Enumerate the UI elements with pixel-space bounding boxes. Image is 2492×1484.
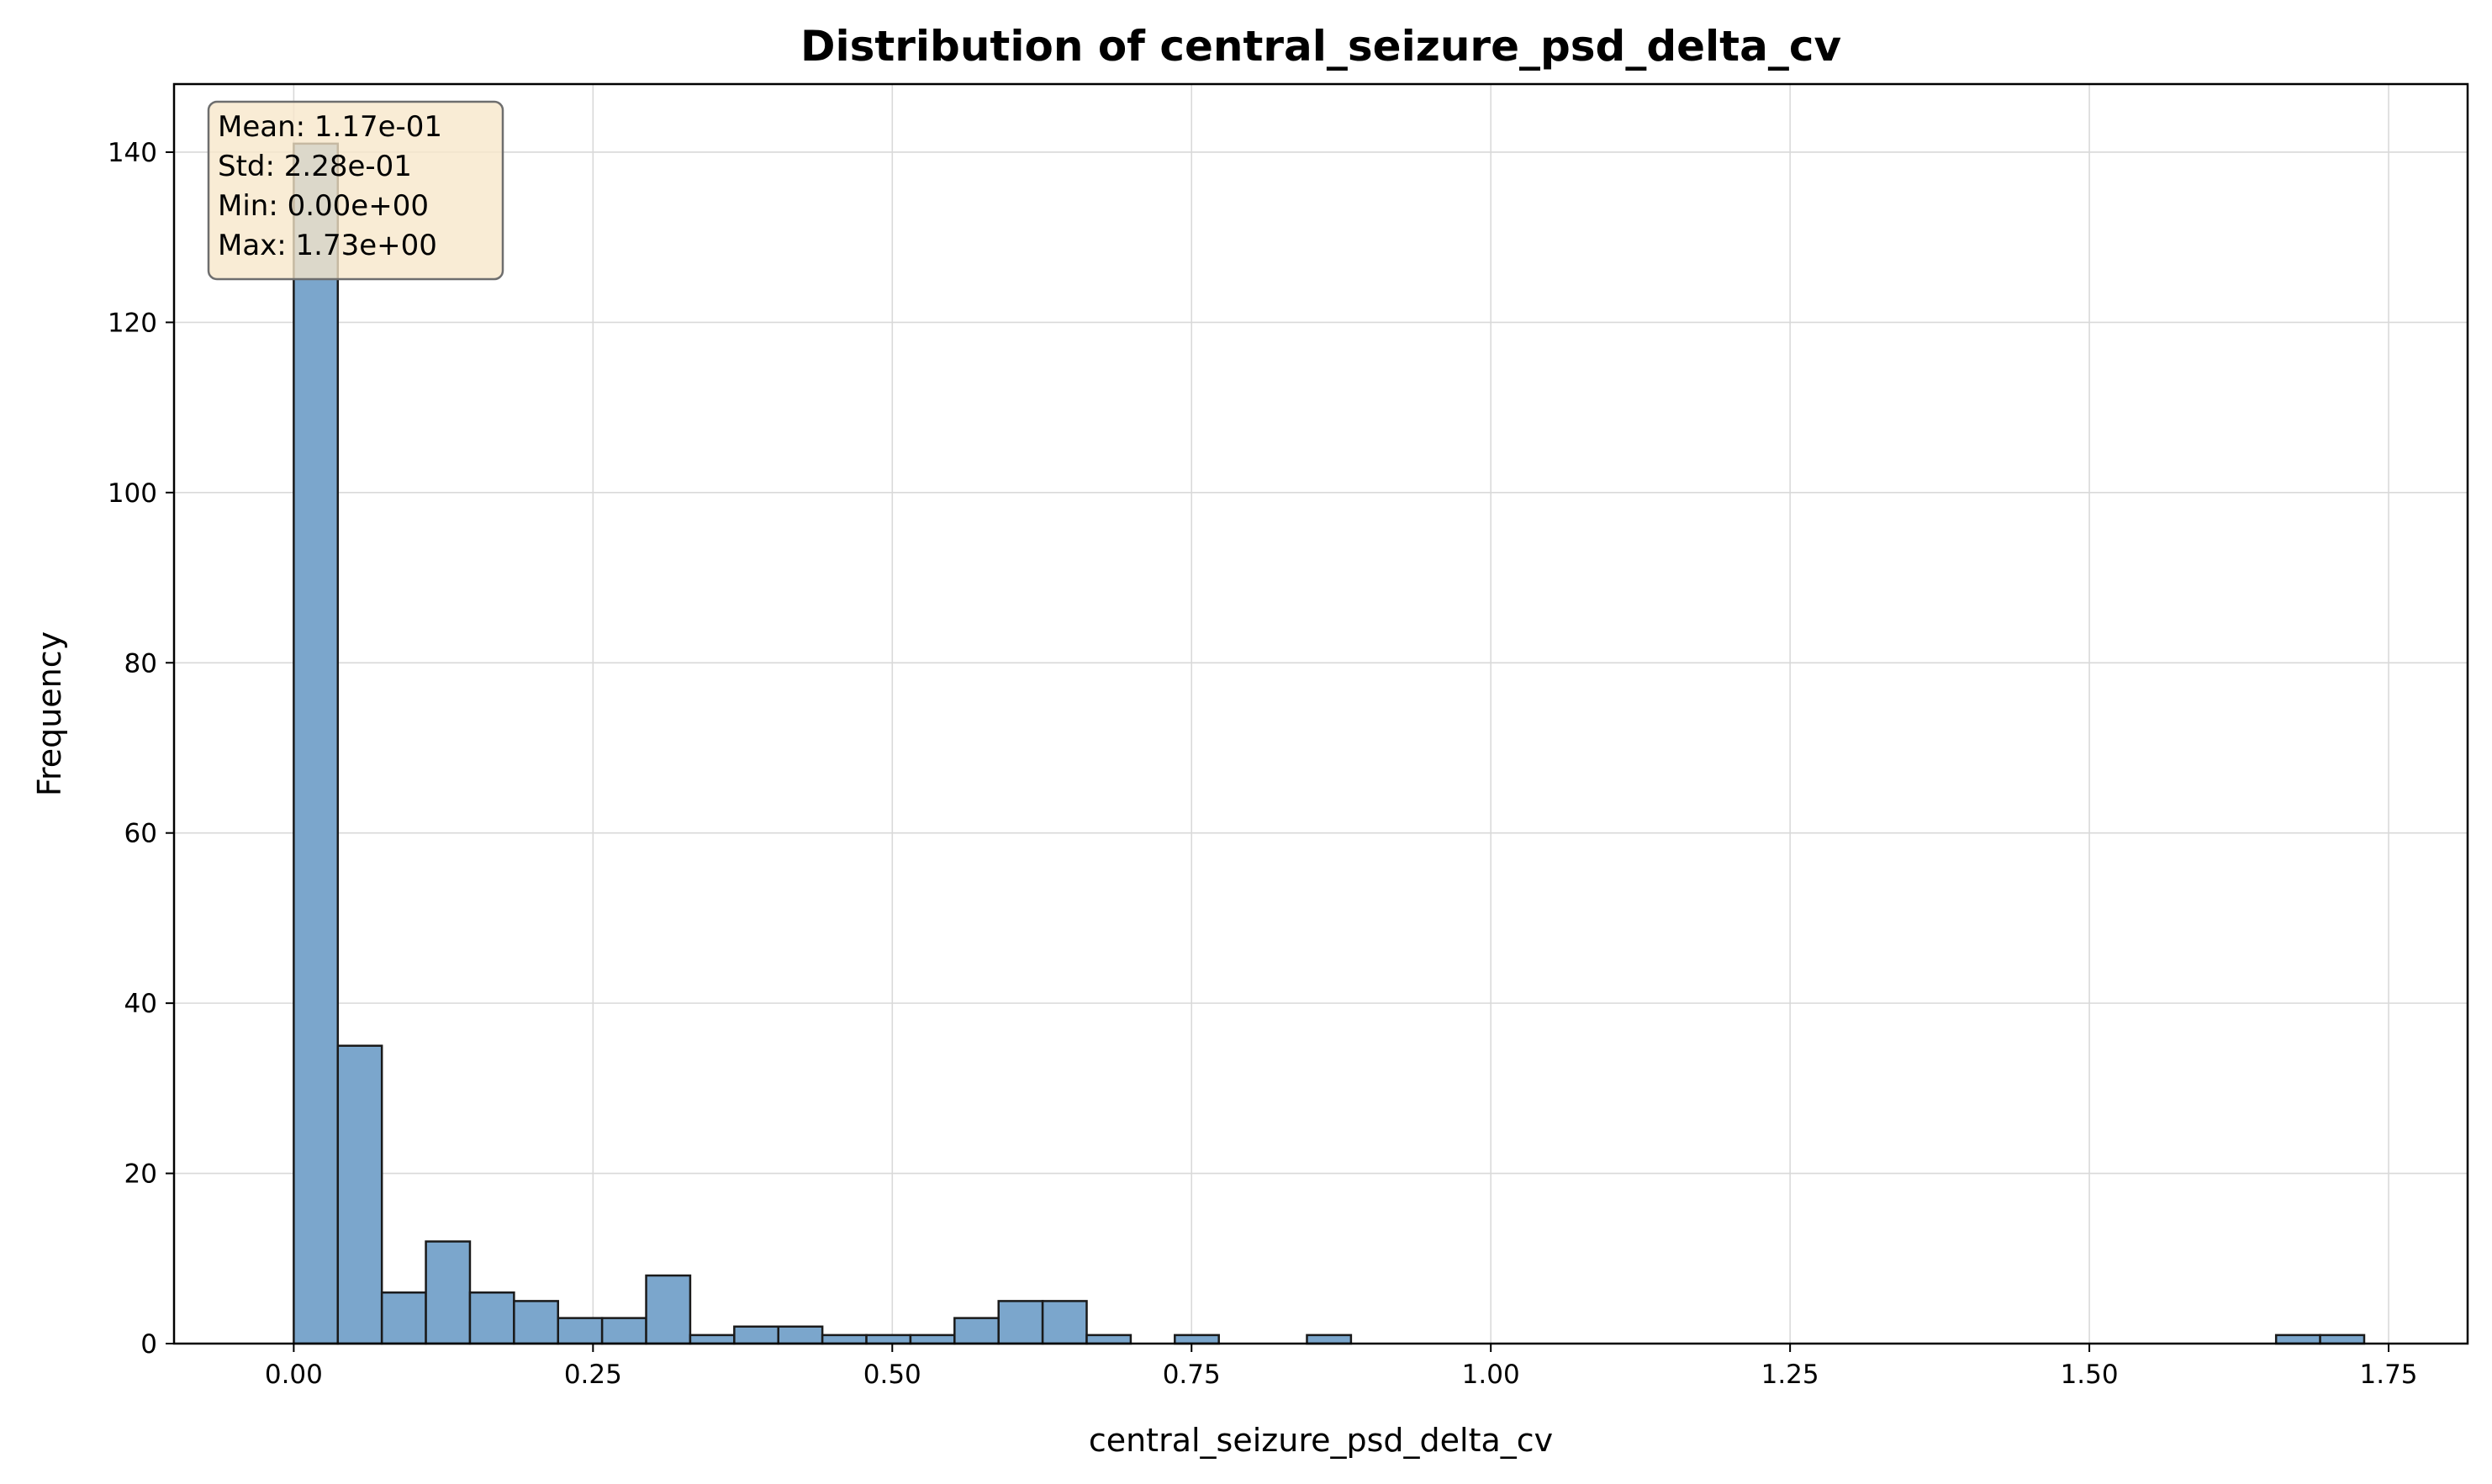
x-tick-label: 1.25: [1761, 1360, 1819, 1390]
y-axis-label: Frequency: [31, 631, 68, 796]
histogram-bar: [380, 1291, 427, 1345]
histogram-bar: [2319, 1333, 2366, 1345]
histogram-bar: [425, 1240, 472, 1345]
histogram-bar: [997, 1300, 1044, 1345]
histogram-bar: [2274, 1333, 2321, 1345]
x-tick-label: 0.25: [564, 1360, 622, 1390]
histogram-bar: [293, 142, 340, 1345]
histogram-bar: [645, 1274, 692, 1345]
y-tick-label: 140: [108, 138, 157, 168]
y-tick-label: 20: [124, 1159, 157, 1190]
histogram-bar: [865, 1333, 912, 1345]
histogram-bar: [336, 1044, 383, 1345]
x-axis-ticks: 0.00 0.25 0.50 0.75 1.00 1.25 1.50 1.75: [265, 1344, 2418, 1390]
histogram-bar: [513, 1300, 560, 1345]
histogram-bar: [777, 1325, 824, 1345]
x-tick-label: 0.50: [863, 1360, 921, 1390]
histogram-bar: [557, 1317, 604, 1345]
stats-std: Std: 2.28e-01: [218, 150, 412, 183]
histogram-bar: [953, 1317, 1000, 1345]
stats-mean: Mean: 1.17e-01: [218, 110, 442, 144]
chart-title: Distribution of central_seizure_psd_delt…: [800, 22, 1841, 71]
plot-frame: [172, 82, 2469, 1345]
y-tick-label: 60: [124, 819, 157, 849]
y-tick-label: 80: [124, 648, 157, 679]
y-tick-label: 120: [108, 308, 157, 338]
stats-min: Min: 0.00e+00: [218, 189, 429, 223]
histogram-bar: [909, 1333, 956, 1345]
y-axis-ticks: 0 20 40 60 80 100 120 140: [108, 138, 174, 1360]
stats-box-background: [207, 100, 504, 281]
histogram-bar: [468, 1291, 515, 1345]
histogram-bar: [1085, 1333, 1132, 1345]
y-tick-label: 40: [124, 989, 157, 1019]
histogram-bar: [1174, 1333, 1220, 1345]
x-tick-label: 0.75: [1163, 1360, 1221, 1390]
y-tick-label: 0: [140, 1329, 157, 1360]
x-axis-label: central_seizure_psd_delta_cv: [1089, 1422, 1553, 1459]
histogram-bar: [733, 1325, 779, 1345]
x-tick-label: 1.50: [2061, 1360, 2119, 1390]
histogram-bar: [600, 1317, 647, 1345]
histogram-bar: [689, 1333, 736, 1345]
y-tick-label: 100: [108, 478, 157, 509]
stats-box: Mean: 1.17e-01 Std: 2.28e-01 Min: 0.00e+…: [207, 100, 504, 281]
histogram-bar: [1041, 1300, 1088, 1345]
x-tick-label: 1.00: [1462, 1360, 1520, 1390]
histogram-bar: [821, 1333, 868, 1345]
histogram-bar: [1306, 1333, 1353, 1345]
x-tick-label: 1.75: [2360, 1360, 2418, 1390]
x-tick-label: 0.00: [265, 1360, 323, 1390]
stats-max: Max: 1.73e+00: [218, 229, 437, 262]
